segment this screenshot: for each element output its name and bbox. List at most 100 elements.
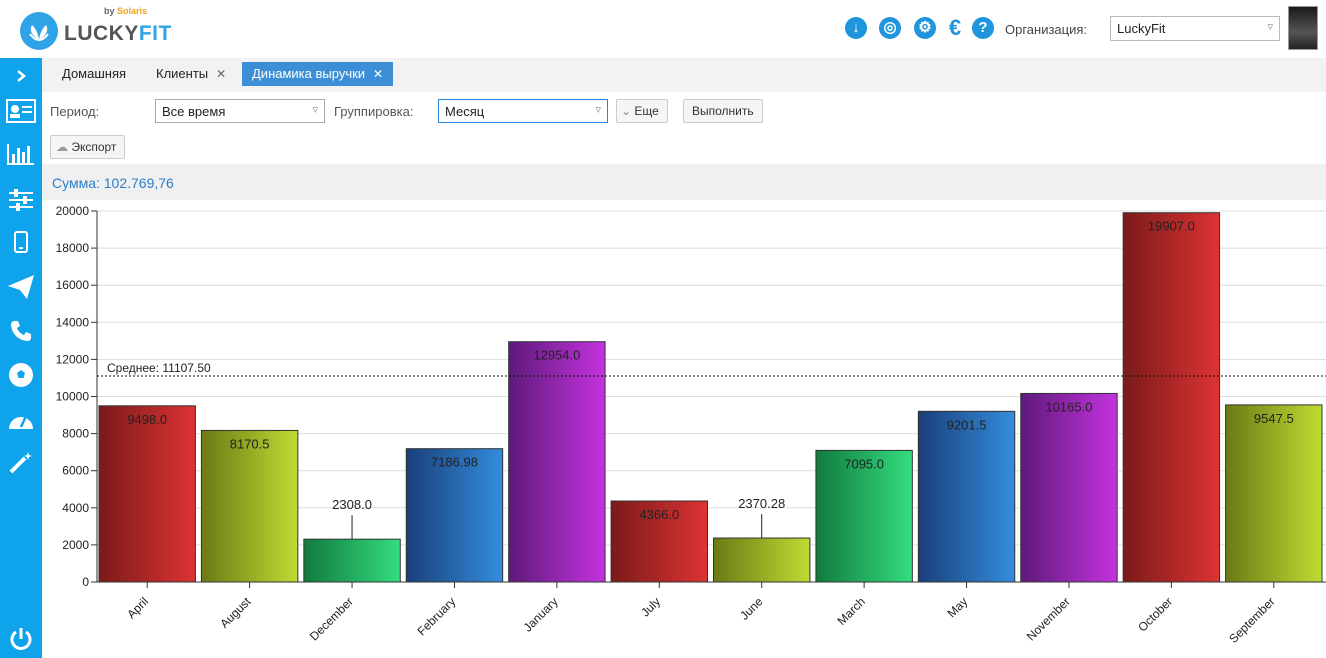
y-tick-label: 12000 [56,352,90,366]
data-label: 4366.0 [639,507,679,522]
sidebar-phone-mobile-icon[interactable] [0,226,42,258]
download-icon[interactable]: ↓ [845,17,867,39]
logo[interactable]: by Solaris LUCKYFIT [20,6,171,52]
x-tick-label: March [835,594,868,627]
y-tick-label: 14000 [56,315,90,329]
data-label: 10165.0 [1045,399,1092,414]
chevron-down-icon: ▿ [1267,21,1273,33]
tab-home-label: Домашняя [62,66,127,81]
x-axis: April August December February January July Ju… [97,581,1326,646]
bar-november[interactable] [1020,392,1118,583]
data-label: 9201.5 [947,417,987,432]
avatar[interactable] [1288,6,1318,50]
close-icon[interactable]: ✕ [216,67,227,81]
data-label: 8170.5 [230,436,270,451]
sidebar-sliders-icon[interactable] [0,184,42,216]
x-tick-label: January [521,594,561,634]
y-tick-label: 2000 [62,538,89,552]
grouping-select[interactable]: Месяц ▿ [438,99,608,123]
lifebuoy-icon[interactable]: ◎ [879,17,901,39]
x-tick-label: October [1135,594,1175,634]
bar-february[interactable] [405,448,504,583]
run-button-label: Выполнить [692,104,754,118]
euro-icon[interactable]: € [948,15,962,40]
logo-by: by Solaris [104,6,148,16]
logo-mark-icon [20,12,58,50]
chart-bars: 9498.0 8170.5 2308.0 7186.98 12954.0 4366.0 23… [98,212,1323,583]
average-line-group: Среднее: 11107.50 [97,361,1326,377]
sidebar-magic-wand-icon[interactable] [0,446,42,478]
data-label: 2308.0 [332,497,372,512]
x-tick-label: May [944,594,970,620]
gear-icon[interactable]: ⚙ [914,17,936,39]
bar-august[interactable] [200,429,299,583]
period-label: Период: [50,104,100,119]
data-label: 9547.5 [1254,411,1294,426]
grouping-select-value: Месяц [445,104,485,119]
revenue-bar-chart: 0 2000 4000 6000 8000 10000 12000 14000 16000 180… [56,204,1326,646]
x-tick-label: June [737,594,766,623]
period-select-value: Все время [162,104,226,119]
tab-bar: Домашняя Клиенты ✕ Динамика выручки ✕ [42,58,1326,92]
tab-revenue-dynamics[interactable]: Динамика выручки ✕ [242,62,394,86]
tab-home[interactable]: Домашняя [52,62,136,86]
bar-march[interactable] [815,449,913,583]
bar-october[interactable] [1122,212,1221,583]
sidebar-soccer-ball-icon[interactable] [0,359,42,391]
sidebar-dashboard-icon[interactable] [0,403,42,435]
sidebar-expand-icon[interactable] [0,60,42,92]
more-button[interactable]: ⌄ Еще [616,99,668,123]
sidebar-bar-chart-icon[interactable] [0,138,42,170]
summary-total: Сумма: 102.769,76 [52,175,174,191]
data-label: 7186.98 [431,455,478,470]
bar-may[interactable] [917,410,1016,583]
period-select[interactable]: Все время ▿ [155,99,325,123]
data-label: 2370.28 [738,496,785,511]
sidebar-contact-card-icon[interactable] [0,95,42,127]
bar-july[interactable] [610,500,708,583]
y-tick-label: 18000 [56,241,90,255]
x-tick-label: February [414,594,458,638]
y-tick-label: 16000 [56,278,90,292]
y-tick-label: 0 [82,575,89,589]
x-tick-label: April [124,594,151,621]
summary-bar: Сумма: 102.769,76 [42,164,1326,200]
data-label: 19907.0 [1148,219,1195,234]
bar-september[interactable] [1225,404,1323,583]
bar-january[interactable] [508,341,606,583]
y-tick-label: 6000 [62,464,89,478]
export-button-label: Экспорт [71,140,117,154]
y-axis: 0 2000 4000 6000 8000 10000 12000 14000 16000 180… [56,204,98,589]
bar-june[interactable] [713,537,811,583]
close-icon[interactable]: ✕ [373,67,384,81]
sidebar-paper-plane-icon[interactable] [0,271,42,303]
cloud-download-icon: ☁ [56,140,68,154]
top-bar: by Solaris LUCKYFIT ↓ ◎ ⚙ € ? Организаци… [0,0,1326,58]
y-tick-label: 20000 [56,204,90,218]
tab-clients-label: Клиенты [156,66,209,81]
grouping-label: Группировка: [334,104,414,119]
data-label: 12954.0 [533,348,580,363]
y-tick-label: 4000 [62,501,89,515]
x-tick-label: September [1226,594,1277,645]
sidebar [0,58,42,658]
chevron-down-icon: ⌄ [621,104,632,118]
average-label: Среднее: 11107.50 [107,361,211,375]
x-tick-label: December [307,594,356,643]
data-label: 7095.0 [844,456,884,471]
logo-name: LUCKYFIT [64,22,172,45]
tab-clients[interactable]: Клиенты ✕ [146,62,236,86]
x-tick-label: July [638,594,663,619]
bar-april[interactable] [98,405,196,583]
org-select[interactable]: LuckyFit ▿ [1110,16,1280,41]
run-button[interactable]: Выполнить [683,99,763,123]
export-button[interactable]: ☁ Экспорт [50,135,126,159]
org-label: Организация: [1005,22,1088,37]
data-label: 9498.0 [127,412,167,427]
sidebar-power-icon[interactable] [0,623,42,655]
sidebar-phone-icon[interactable] [0,315,42,347]
help-icon[interactable]: ? [972,17,994,39]
bar-december[interactable] [303,538,401,583]
chevron-down-icon: ▿ [312,104,318,116]
y-tick-label: 10000 [56,390,90,404]
